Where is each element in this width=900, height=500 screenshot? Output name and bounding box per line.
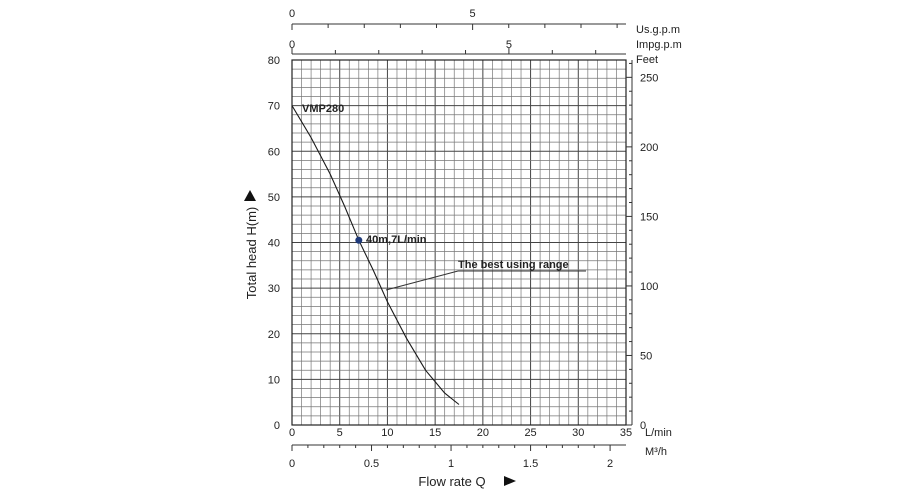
plot-frame	[291, 59, 627, 426]
series-label: VMP280	[302, 103, 344, 115]
best-range-leader	[385, 270, 459, 291]
m3h-tick-label: 0.5	[364, 458, 379, 470]
x-axis-unit-impgpm: Impg.p.m	[636, 39, 682, 51]
y-tick-label: 60	[268, 146, 280, 158]
feet-tick-label: 100	[640, 281, 658, 293]
y-tick-label: 70	[268, 101, 280, 113]
feet-tick-label: 50	[640, 350, 652, 362]
m3h-tick-label: 0	[289, 458, 295, 470]
feet-tick-label: 200	[640, 142, 658, 154]
usgpm-tick-label: 5	[470, 8, 476, 20]
x-tick-label: 15	[429, 427, 441, 439]
x-axis-unit-usgpm: Us.g.p.m	[636, 24, 680, 36]
operating-point-label: 40m,7L/min	[366, 234, 427, 246]
y-axis-arrow-icon	[244, 190, 256, 201]
x-tick-label: 20	[477, 427, 489, 439]
y-tick-label: 0	[274, 420, 280, 432]
impgpm-tick-label: 5	[506, 39, 512, 51]
y-tick-label: 10	[268, 374, 280, 386]
y-axis-unit-feet: Feet	[636, 54, 658, 66]
y-tick-label: 80	[268, 55, 280, 67]
x-axis-unit-lmin: L/min	[645, 427, 672, 439]
best-range-label: The best using range	[458, 259, 569, 271]
y-tick-label: 30	[268, 283, 280, 295]
feet-tick-label: 0	[640, 420, 646, 432]
x-tick-label: 10	[381, 427, 393, 439]
x-axis-title: Flow rate Q	[418, 474, 485, 489]
series-line-vmp280	[291, 105, 460, 405]
y-tick-label: 50	[268, 192, 280, 204]
chart-grid	[291, 59, 627, 426]
m3h-tick-label: 1	[448, 458, 454, 470]
y-axis-title: Total head H(m)	[244, 207, 259, 299]
impgpm-tick-label: 0	[289, 39, 295, 51]
operating-point-marker	[355, 236, 363, 244]
usgpm-tick-label: 0	[289, 8, 295, 20]
chart-plot-area	[291, 105, 460, 405]
feet-tick-label: 150	[640, 211, 658, 223]
x-tick-label: 25	[524, 427, 536, 439]
m3h-tick-label: 2	[607, 458, 613, 470]
y-tick-label: 20	[268, 329, 280, 341]
x-tick-label: 0	[289, 427, 295, 439]
x-axis-unit-m3h: M³/h	[645, 446, 667, 458]
x-tick-label: 30	[572, 427, 584, 439]
feet-tick-label: 250	[640, 72, 658, 84]
x-tick-label: 5	[337, 427, 343, 439]
m3h-tick-label: 1.5	[523, 458, 538, 470]
x-tick-label: 35	[620, 427, 632, 439]
y-tick-label: 40	[268, 238, 280, 250]
x-axis-arrow-icon	[504, 476, 516, 486]
